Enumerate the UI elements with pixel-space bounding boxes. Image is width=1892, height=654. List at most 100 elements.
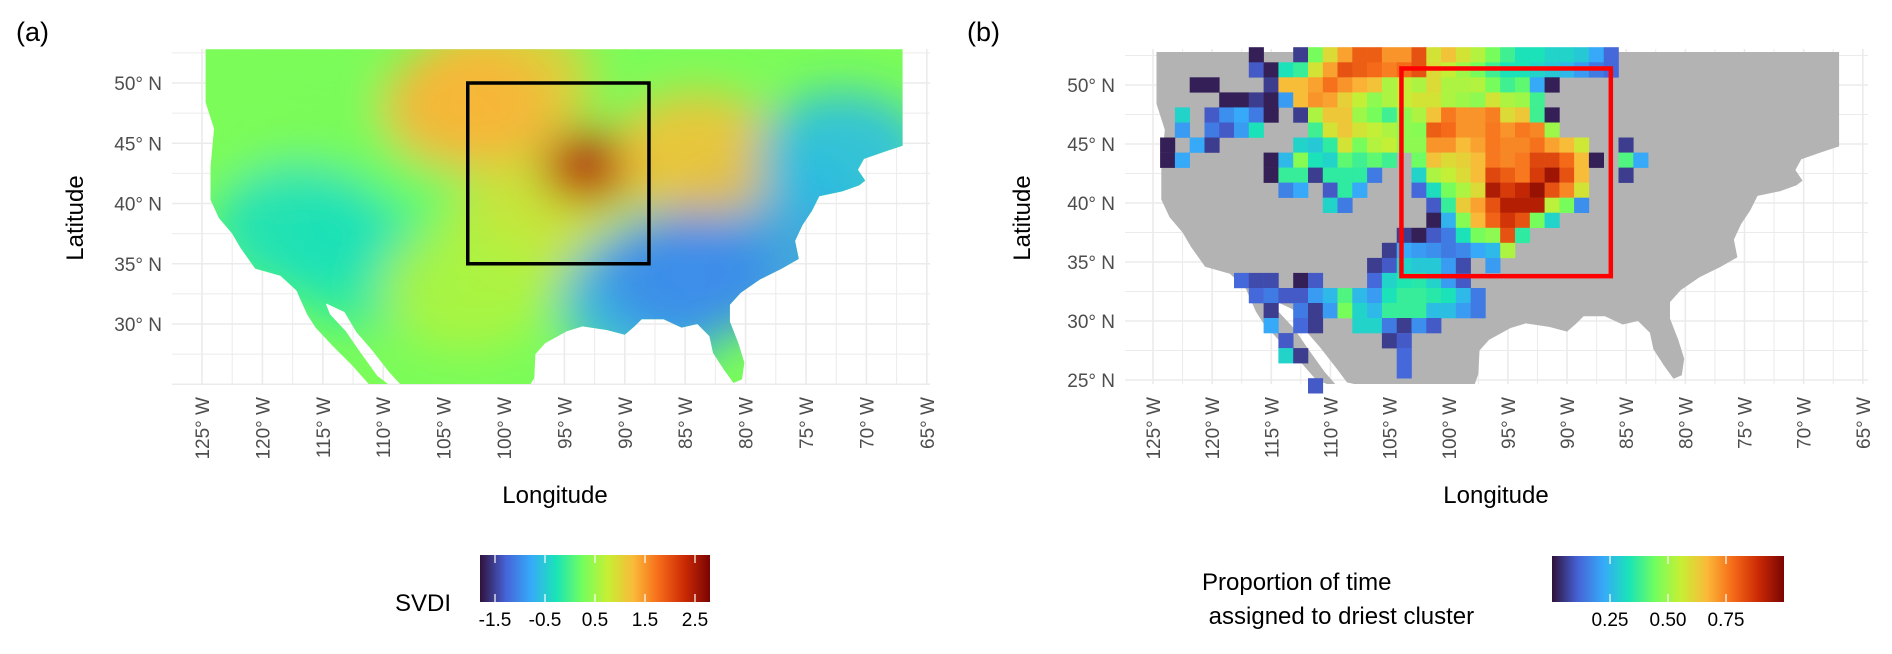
panel-a-x-tick-label: 70° W [857, 397, 878, 449]
panel-b-cell [1352, 47, 1368, 63]
panel-b-cell [1396, 107, 1412, 123]
panel-b-cell [1441, 137, 1457, 153]
panel-b-cell [1529, 137, 1545, 153]
panel-b-cell [1189, 137, 1205, 153]
panel-b-cell [1322, 197, 1338, 213]
panel-b-cell [1219, 92, 1235, 108]
panel-b-cell [1308, 303, 1324, 319]
panel-b-cell [1411, 167, 1427, 183]
panel-b-cell [1426, 318, 1442, 334]
panel-b-cell [1500, 227, 1516, 244]
panel-b-cell [1204, 122, 1220, 138]
panel-b-cell [1529, 152, 1545, 168]
panel-b-cell [1234, 92, 1250, 108]
panel-b-y-tick-label: 35° N [1067, 253, 1115, 274]
panel-b-cell [1381, 318, 1397, 334]
panel-b-cell [1367, 303, 1383, 319]
panel-b-cell [1322, 288, 1338, 304]
panel-b-cell [1515, 152, 1531, 168]
panel-a-x-tick-label: 80° W [737, 397, 758, 449]
panel-b-cell [1515, 182, 1531, 198]
panel-b-cell [1455, 182, 1471, 198]
panel-b-y-tick-label: 50° N [1067, 76, 1115, 97]
panel-b-cell [1426, 77, 1442, 93]
panel-b-cell [1470, 122, 1486, 138]
panel-b-cell [1544, 47, 1560, 63]
panel-b-x-tick-label: 85° W [1617, 397, 1638, 449]
panel-b-cell [1470, 182, 1486, 198]
panel-b-cell [1426, 257, 1442, 274]
panel-b-cell [1322, 152, 1338, 168]
panel-b-cell [1381, 92, 1397, 108]
panel-a-svdi-region [611, 91, 784, 220]
panel-b-cell [1396, 288, 1412, 304]
panel-a-highlight-box [466, 81, 651, 266]
panel-b-cell [1574, 167, 1590, 183]
panel-b-cell [1396, 303, 1412, 319]
panel-b-x-tick-label: 75° W [1736, 397, 1757, 449]
panel-b-cell [1485, 47, 1501, 63]
panel-b-cell [1234, 272, 1250, 289]
panel-b-cell [1293, 62, 1309, 78]
panel-b-cell [1367, 92, 1383, 108]
panel-b-x-tick-labels: 125° W 120° W 115° W 110° W 105° W 100° W 95° … [1144, 397, 1875, 460]
panel-b-cell [1234, 107, 1250, 123]
panel-b-x-tick-label: 80° W [1676, 397, 1697, 449]
panel-b-cell [1441, 257, 1457, 274]
panel-b-cell [1515, 77, 1531, 93]
panel-b-cell [1411, 137, 1427, 153]
panel-b-cell [1485, 197, 1501, 213]
panel-a-x-tick-label: 120° W [253, 397, 274, 460]
panel-b-cell [1263, 107, 1279, 123]
panel-b-cell [1515, 227, 1531, 244]
panel-b-cell [1396, 47, 1412, 63]
panel-b-cell [1603, 47, 1619, 63]
panel-a-x-tick-label: 100° W [495, 397, 516, 460]
panel-b-cell [1441, 77, 1457, 93]
panel-b-cell [1337, 77, 1353, 93]
panel-b-cell [1618, 137, 1634, 153]
panel-b-cell [1308, 107, 1324, 123]
panel-b-cell [1367, 77, 1383, 93]
panel-b-cell [1426, 107, 1442, 123]
panel-b-cell [1500, 167, 1516, 183]
panel-b-cell [1529, 92, 1545, 108]
panel-a-x-tick-label: 65° W [918, 397, 939, 449]
panel-b-cell [1293, 137, 1309, 153]
panel-b-cell [1308, 272, 1324, 289]
panel-b-cell [1588, 152, 1604, 168]
panel-b-cell [1426, 152, 1442, 168]
panel-b-cell [1248, 288, 1264, 304]
panel-b-cell [1160, 152, 1176, 168]
panel-b-cell [1574, 197, 1590, 213]
panel-b-cell [1293, 47, 1309, 63]
panel-a-y-tick-label: 30° N [114, 315, 162, 336]
panel-b-cell [1426, 92, 1442, 108]
panel-b-cell [1293, 272, 1309, 289]
panel-b-cell [1381, 333, 1397, 349]
panel-b-cell [1352, 77, 1368, 93]
panel-b-y-tick-label: 40° N [1067, 194, 1115, 215]
panel-b-cell [1633, 152, 1649, 168]
panel-b-cell [1381, 152, 1397, 168]
panel-b-cell [1426, 122, 1442, 138]
panel-b-cell [1337, 167, 1353, 183]
panel-b-cell [1559, 137, 1575, 153]
panel-b-cell [1381, 272, 1397, 289]
panel-b-x-tick-label: 110° W [1321, 397, 1342, 458]
panel-a-y-tick-labels: 50° N 45° N 40° N 35° N 30° N [114, 74, 162, 336]
panel-b-legend-title-line-1: Proportion of time [1202, 569, 1391, 596]
panel-b-cell [1263, 152, 1279, 168]
panel-b-cell [1529, 107, 1545, 123]
panel-b-cell [1470, 152, 1486, 168]
panel-b-cell [1278, 92, 1294, 108]
panel-b-cell [1248, 92, 1264, 108]
panel-b-cell [1278, 152, 1294, 168]
panel-b-y-tick-label: 25° N [1067, 371, 1115, 392]
panel-b-cell [1426, 288, 1442, 304]
panel-b-cell [1381, 303, 1397, 319]
panel-b-cell [1470, 167, 1486, 183]
panel-b-cell [1337, 47, 1353, 63]
panel-b-cell [1396, 333, 1412, 349]
panel-b-cell [1455, 212, 1471, 228]
